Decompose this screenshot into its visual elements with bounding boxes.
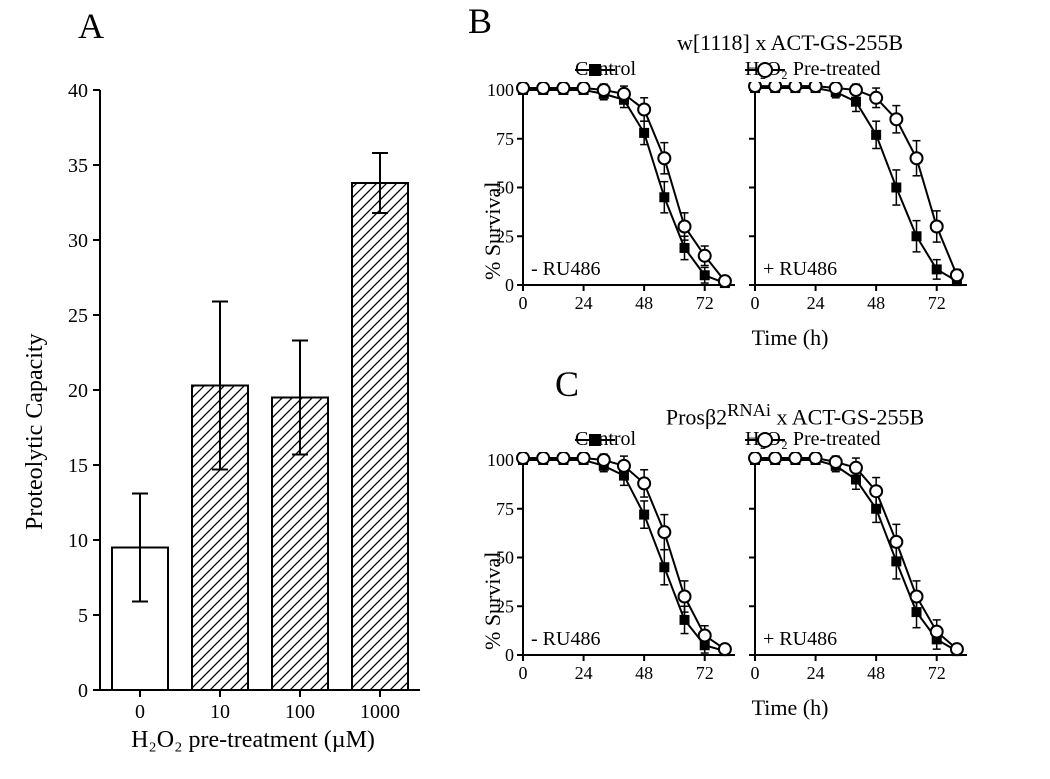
svg-text:35: 35 [68, 155, 88, 177]
svg-text:48: 48 [867, 293, 885, 313]
panel-b-survival-charts: 02550751000244872- RU4860244872+ RU486 [468, 82, 1048, 362]
panel-c-x-label: Time (h) [630, 695, 950, 721]
panel-b-y-label: % Survival [480, 182, 506, 280]
svg-text:24: 24 [575, 293, 593, 313]
svg-text:10: 10 [210, 701, 230, 723]
svg-text:100: 100 [285, 701, 315, 723]
panel-a-x-label: H₂O₂ pre-treatment (µM) [88, 727, 418, 754]
svg-text:72: 72 [696, 293, 714, 313]
panel-b-x-label: Time (h) [630, 325, 950, 351]
figure-root: A 05101520253035400101001000 Proteolytic… [0, 0, 1050, 779]
svg-text:24: 24 [807, 293, 825, 313]
svg-text:40: 40 [68, 80, 88, 102]
panel-c-title: Prosβ2RNAi x ACT-GS-255B [560, 400, 1030, 430]
svg-text:100: 100 [487, 452, 514, 470]
panel-b-title: w[1118] x ACT-GS-255B [555, 30, 1025, 56]
panel-a-bar-chart: 0 5 10 15 20 25 30 35 40 0 10 100 1000 [30, 60, 450, 760]
svg-text:72: 72 [928, 663, 946, 683]
svg-text:10: 10 [68, 530, 88, 552]
panel-a-label: A [78, 5, 104, 47]
svg-text:24: 24 [807, 663, 825, 683]
svg-text:75: 75 [496, 499, 514, 519]
svg-text:100: 100 [487, 82, 514, 100]
svg-text:48: 48 [635, 663, 653, 683]
svg-text:30: 30 [68, 230, 88, 252]
panel-b-label: B [468, 0, 492, 42]
svg-text:48: 48 [635, 293, 653, 313]
svg-text:0: 0 [519, 663, 528, 683]
svg-text:72: 72 [928, 293, 946, 313]
svg-text:0: 0 [78, 680, 88, 702]
panel-b-legend-control: Control [575, 58, 636, 81]
svg-text:- RU486: - RU486 [531, 258, 600, 280]
svg-text:25: 25 [68, 305, 88, 327]
svg-text:0: 0 [505, 645, 514, 665]
svg-text:75: 75 [496, 129, 514, 149]
panel-c-legend-treated: H₂O₂ Pre-treated [745, 428, 881, 451]
svg-text:0: 0 [135, 701, 145, 723]
svg-text:0: 0 [751, 293, 760, 313]
svg-text:0: 0 [751, 663, 760, 683]
panel-c-survival-charts: 02550751000244872- RU4860244872+ RU486 [468, 452, 1048, 732]
panel-c-label: C [555, 363, 579, 405]
svg-text:24: 24 [575, 663, 593, 683]
svg-text:1000: 1000 [360, 701, 400, 723]
svg-text:48: 48 [867, 663, 885, 683]
svg-text:5: 5 [78, 605, 88, 627]
svg-text:- RU486: - RU486 [531, 628, 600, 650]
svg-text:15: 15 [68, 455, 88, 477]
svg-text:72: 72 [696, 663, 714, 683]
svg-text:+ RU486: + RU486 [763, 628, 837, 650]
svg-text:20: 20 [68, 380, 88, 402]
svg-text:+ RU486: + RU486 [763, 258, 837, 280]
panel-a-y-label: Proteolytic Capacity [22, 333, 49, 530]
panel-b-legend-treated: H₂O₂ Pre-treated [745, 58, 881, 81]
svg-text:0: 0 [505, 275, 514, 295]
panel-c-y-label: % Survival [480, 552, 506, 650]
svg-text:0: 0 [519, 293, 528, 313]
panel-c-legend-control: Control [575, 428, 636, 451]
